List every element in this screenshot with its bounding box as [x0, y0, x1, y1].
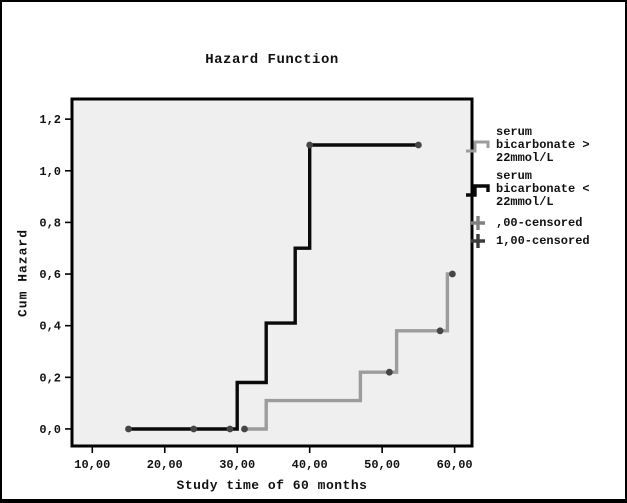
censored-marker	[226, 425, 234, 433]
censored-marker	[241, 425, 248, 433]
y-tick-label: 0,6	[39, 268, 61, 282]
y-tick-label: 1,2	[39, 113, 61, 127]
censored-marker	[306, 141, 314, 149]
y-tick-label: 0,4	[39, 320, 61, 334]
legend-item-serum-gt-22: serum bicarbonate > 22mmol/L	[466, 125, 625, 165]
y-tick-label: 0,2	[39, 371, 61, 385]
legend-label: serum bicarbonate < 22mmol/L	[496, 169, 590, 209]
y-tick-label: 0,8	[39, 216, 61, 230]
censored-marker	[190, 425, 198, 433]
censored-marker	[449, 270, 456, 278]
chart-title: Hazard Function	[205, 52, 339, 68]
series-step-line	[244, 272, 453, 431]
legend-item-100-censored: 1,00-censored	[466, 232, 625, 250]
x-tick-label: 30,00	[219, 458, 255, 472]
legend-label: ,00-censored	[496, 216, 583, 230]
x-tick-label: 60,00	[437, 458, 473, 472]
legend: serum bicarbonate > 22mmol/L serum bicar…	[466, 125, 625, 250]
step-line-icon	[466, 140, 490, 152]
x-tick-label: 10,00	[74, 458, 110, 472]
legend-label: 1,00-censored	[496, 234, 590, 248]
series-step-line	[128, 143, 419, 431]
plus-marker-icon	[471, 216, 485, 230]
x-axis-title: Study time of 60 months	[176, 478, 368, 493]
x-tick-label: 20,00	[147, 458, 183, 472]
censored-marker	[415, 141, 422, 149]
x-tick-label: 40,00	[292, 458, 328, 472]
plot-frame	[70, 97, 474, 448]
plus-marker-icon	[471, 234, 485, 248]
legend-item-serum-lt-22: serum bicarbonate < 22mmol/L	[466, 169, 625, 209]
censored-marker	[125, 425, 132, 433]
y-tick-label: 0,0	[39, 423, 61, 437]
legend-label: serum bicarbonate > 22mmol/L	[496, 125, 590, 165]
censored-marker	[386, 368, 393, 376]
x-tick-label: 50,00	[364, 458, 400, 472]
censored-marker	[436, 327, 444, 335]
step-line-icon	[466, 183, 490, 197]
legend-item-00-censored: ,00-censored	[466, 214, 625, 232]
y-tick-label: 1,0	[39, 165, 61, 179]
